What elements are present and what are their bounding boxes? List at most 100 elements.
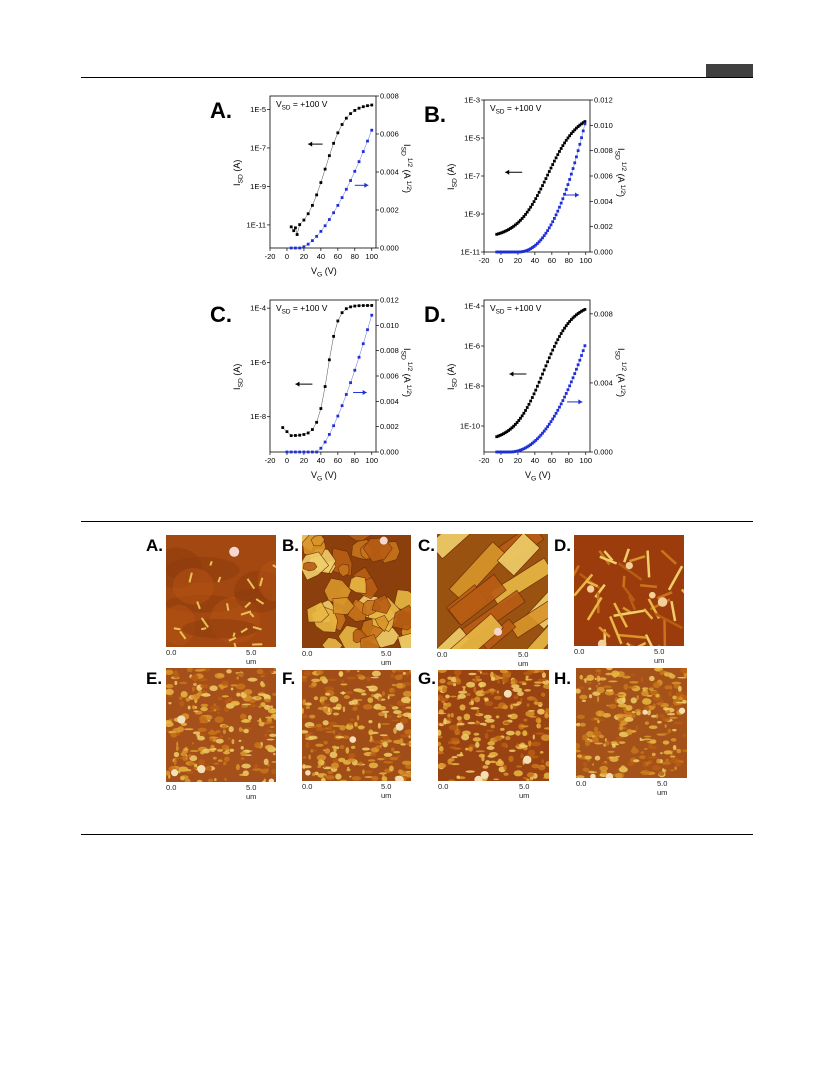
y-right-tick-label: 0.008: [594, 146, 613, 155]
afm-feature: [311, 678, 321, 683]
afm-feature: [189, 749, 199, 753]
afm-feature: [500, 727, 505, 731]
afm-feature: [217, 696, 223, 701]
x-tick-label: 60: [334, 252, 342, 261]
afm-feature: [484, 732, 489, 739]
data-point: [541, 431, 544, 435]
afm-feature: [187, 668, 193, 672]
vsd-annotation: VSD = +100 V: [276, 99, 328, 112]
afm-feature: [342, 706, 346, 713]
data-point: [500, 450, 504, 454]
afm-feature: [319, 676, 327, 682]
afm-feature: [188, 761, 196, 766]
afm-feature: [456, 716, 462, 721]
afm-feature: [582, 734, 589, 741]
afm-feature: [628, 686, 637, 689]
afm-feature: [191, 705, 196, 710]
afm-feature: [472, 737, 482, 742]
afm-height-image: [576, 668, 687, 778]
afm-feature: [320, 777, 326, 781]
afm-feature: [325, 731, 335, 733]
afm-feature: [612, 743, 616, 748]
afm-feature: [520, 753, 524, 759]
data-point: [558, 205, 561, 209]
data-point: [503, 250, 507, 254]
data-point: [573, 314, 577, 318]
data-point: [530, 246, 534, 250]
afm-feature: [503, 764, 507, 771]
y-right-tick-label: 0.000: [594, 248, 613, 257]
y-right-tick-label: 0.002: [594, 222, 613, 231]
data-point: [336, 414, 340, 418]
afm-feature: [457, 720, 463, 724]
afm-feature: [520, 697, 523, 704]
afm-scale-end: 5.0 um: [381, 649, 392, 667]
data-point: [306, 431, 310, 435]
data-point: [500, 231, 504, 235]
afm-feature: [576, 754, 583, 758]
afm-feature: [541, 672, 546, 679]
afm-feature: [656, 591, 673, 600]
afm-scale-start: 0.0: [438, 782, 449, 791]
afm-feature: [633, 759, 640, 763]
data-point: [580, 354, 583, 357]
afm-feature: [474, 675, 481, 679]
data-point: [507, 429, 510, 432]
afm-feature: [586, 596, 603, 621]
afm-feature: [273, 713, 276, 720]
data-point: [536, 194, 539, 197]
afm-feature: [168, 774, 171, 779]
afm-feature: [332, 712, 340, 716]
afm-feature: [596, 695, 600, 703]
data-point: [524, 446, 527, 450]
afm-feature: [588, 687, 592, 691]
data-point: [513, 250, 517, 254]
afm-feature: [201, 692, 211, 697]
afm-feature: [678, 707, 686, 714]
data-point: [527, 208, 531, 212]
afm-feature: [540, 734, 549, 741]
afm-feature: [369, 753, 377, 757]
afm-feature: [483, 714, 492, 720]
x-axis-label: VG (V): [525, 470, 551, 483]
afm-feature: [389, 765, 394, 772]
afm-feature: [448, 541, 507, 603]
afm-feature: [264, 733, 268, 737]
afm-scale-start: 0.0: [574, 647, 585, 656]
afm-feature: [449, 746, 457, 749]
data-point: [530, 441, 534, 445]
afm-feature: [315, 727, 326, 732]
afm-feature: [452, 683, 457, 687]
afm-feature: [669, 673, 676, 679]
afm-panel-label: F.: [282, 669, 296, 688]
afm-feature: [445, 694, 450, 699]
data-point: [517, 419, 521, 422]
afm-feature: [240, 719, 251, 723]
data-point: [566, 136, 570, 140]
x-tick-label: -20: [265, 456, 276, 465]
y-left-tick-label: 1E-9: [464, 210, 480, 219]
afm-feature: [321, 637, 343, 648]
afm-feature: [611, 670, 620, 678]
data-point: [502, 230, 505, 234]
series-line: [290, 104, 372, 235]
data-point: [302, 450, 306, 454]
afm-feature: [228, 636, 237, 642]
afm-feature: [438, 729, 442, 737]
afm-scale-end: 5.0 um: [518, 650, 529, 668]
afm-panel-label: D.: [554, 536, 571, 555]
afm-feature: [337, 563, 350, 577]
afm-feature: [329, 721, 337, 726]
afm-feature: [543, 727, 549, 730]
afm-feature: [328, 725, 333, 731]
data-point: [549, 223, 553, 227]
afm-feature: [241, 763, 251, 769]
afm-feature: [503, 721, 511, 725]
afm-feature: [404, 729, 411, 735]
afm-feature: [371, 670, 381, 677]
data-point: [583, 344, 587, 348]
afm-feature: [368, 685, 378, 692]
afm-feature: [512, 703, 520, 706]
afm-feature: [460, 751, 463, 756]
afm-feature: [481, 756, 485, 762]
